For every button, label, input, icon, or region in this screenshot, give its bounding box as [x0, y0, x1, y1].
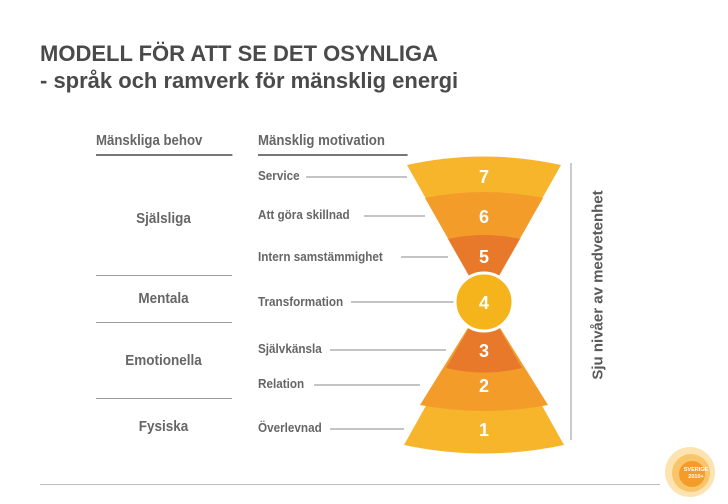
level-number-1: 1 [479, 420, 489, 440]
level-number-2: 2 [479, 376, 489, 396]
motivation-label-7: Service [258, 168, 300, 183]
motivation-column-header: Mänsklig motivation [258, 132, 408, 156]
need-divider [96, 398, 232, 399]
need-spiritual: Själsliga [136, 210, 191, 227]
motivation-label-1: Överlevnad [258, 420, 322, 435]
logo-text-1: SVERIGE [684, 467, 709, 473]
bottom-divider [40, 484, 660, 485]
need-mental: Mentala [138, 290, 189, 307]
level-number-7: 7 [479, 167, 489, 187]
page-title: MODELL FÖR ATT SE DET OSYNLIGA - språk o… [40, 40, 458, 94]
motivation-label-4: Transformation [258, 294, 344, 309]
level-number-4: 4 [479, 293, 489, 313]
title-line-1: MODELL FÖR ATT SE DET OSYNLIGA [40, 41, 439, 66]
lower-inner-band [446, 302, 522, 373]
side-label: Sju nivåer av medvetenhet [586, 160, 610, 410]
upper-inner-band [448, 235, 520, 302]
need-physical: Fysiska [138, 418, 189, 435]
motivation-label-3: Självkänsla [258, 341, 322, 356]
need-divider [96, 322, 232, 323]
logo-text-2: 2010+ [688, 474, 703, 480]
sverige-logo: SVERIGE 2010+ [665, 447, 715, 497]
level-number-3: 3 [479, 341, 489, 361]
side-label-text: Sju nivåer av medvetenhet [589, 190, 607, 380]
motivation-label-5: Intern samstämmighet [258, 249, 383, 264]
need-emotional: Emotionella [125, 352, 202, 369]
needs-column-header: Mänskliga behov [96, 132, 233, 156]
center-circle [453, 271, 515, 333]
level-number-5: 5 [479, 247, 489, 267]
need-divider [96, 275, 232, 276]
title-line-2: - språk och ramverk för mänsklig energi [40, 68, 459, 93]
level-number-6: 6 [479, 207, 489, 227]
motivation-label-6: Att göra skillnad [258, 207, 350, 222]
motivation-label-2: Relation [258, 376, 305, 391]
